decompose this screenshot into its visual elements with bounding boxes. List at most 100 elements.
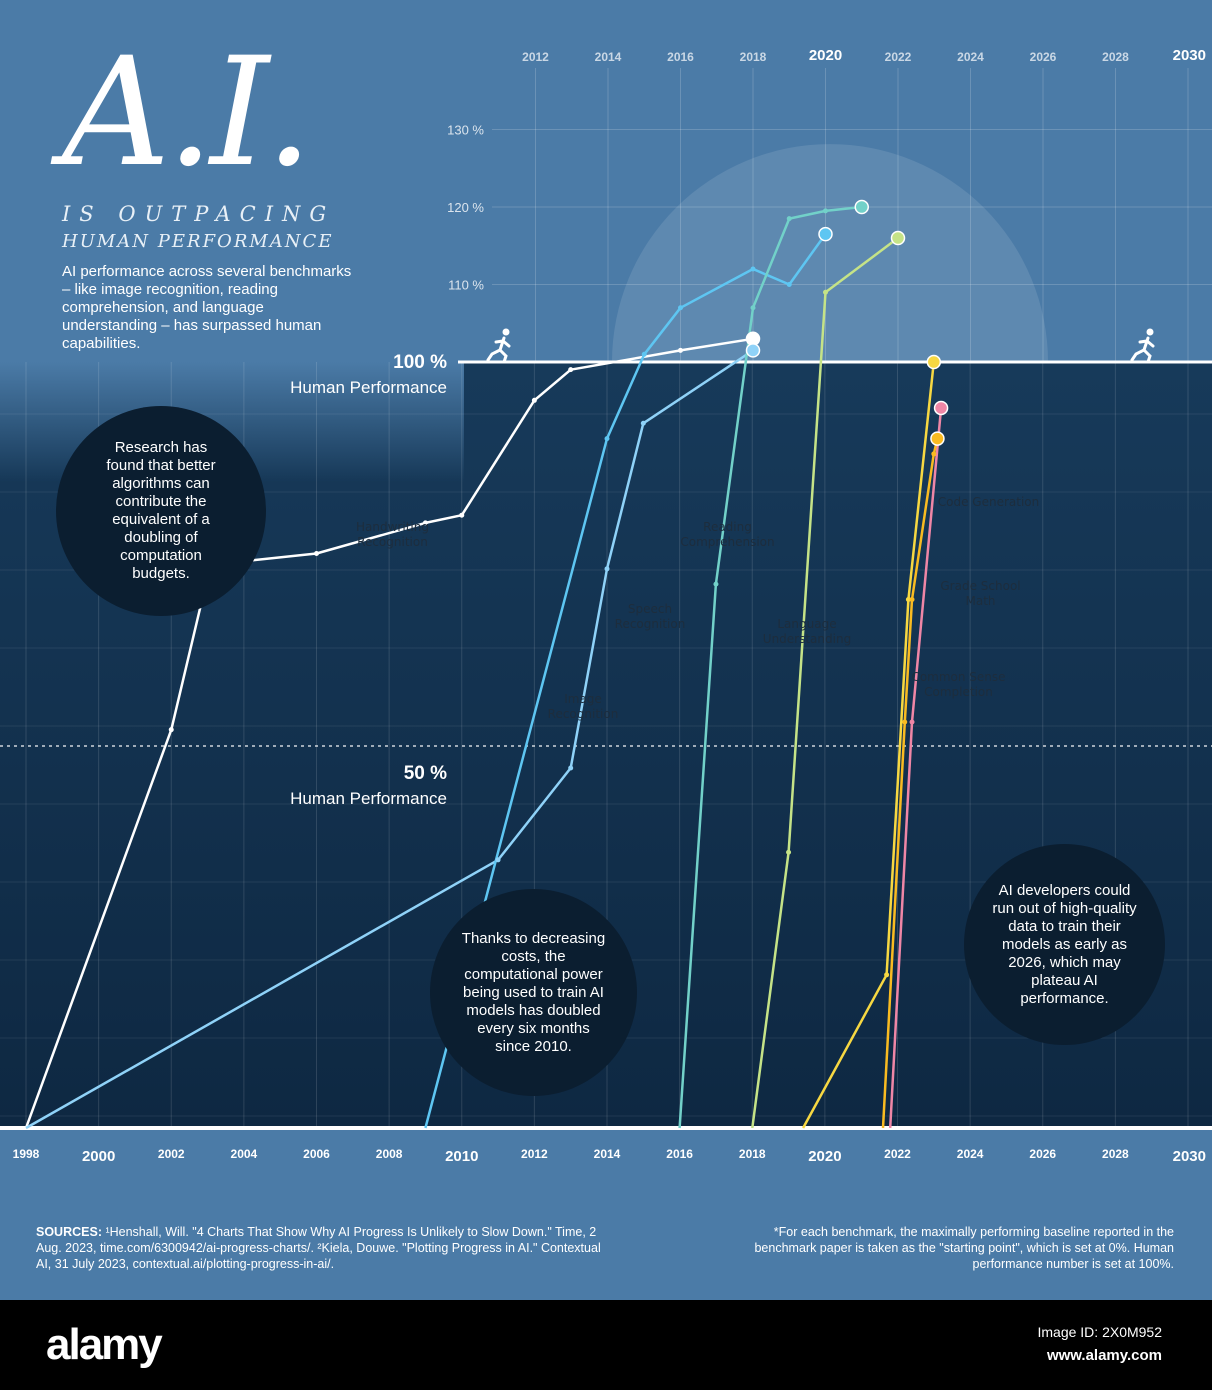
series-point-code-generation bbox=[931, 451, 937, 457]
lower-x-tick-label: 2014 bbox=[594, 1147, 621, 1161]
series-label-reading-comprehension: Reading Comprehension bbox=[680, 519, 775, 549]
callout-compute: Thanks to decreasing costs, the computat… bbox=[430, 889, 637, 1096]
series-line-reading-comprehension bbox=[678, 205, 862, 1129]
callout-data-text: AI developers could run out of high-qual… bbox=[992, 881, 1137, 1007]
upper-x-tick-label: 2012 bbox=[522, 50, 549, 64]
lower-x-tick-label: 2010 bbox=[445, 1148, 478, 1165]
series-point-reading-comprehension bbox=[823, 208, 828, 214]
series-label-handwriting-recognition: Handwriting Recognition bbox=[356, 519, 429, 549]
ai-progress-chart: 110 % 120 % 130 % 2012 2014 2016 2018 2020 2022 2… bbox=[0, 47, 1212, 1165]
series-point-handwriting-recognition bbox=[678, 347, 683, 353]
upper-x-tick-label: 2024 bbox=[957, 50, 984, 64]
series-point-handwriting-recognition bbox=[531, 397, 537, 403]
human-performance-100-label: Human Performance bbox=[290, 378, 447, 397]
series-point-language-understanding bbox=[786, 849, 792, 855]
main-title: A.I. bbox=[62, 26, 313, 200]
lower-x-tick-label: 2024 bbox=[957, 1147, 984, 1161]
background-footer bbox=[0, 1130, 1212, 1300]
callout-algorithms: Research has found that better algorithm… bbox=[56, 406, 266, 616]
runner-right-icon bbox=[1130, 328, 1155, 364]
series-end-marker-common-sense-completion bbox=[926, 354, 942, 370]
subtitle-line-2: HUMAN PERFORMANCE bbox=[62, 231, 334, 252]
series-point-speech-recognition bbox=[678, 305, 683, 311]
subtitle-line-1: IS OUTPACING bbox=[62, 202, 336, 226]
series-end-marker-language-understanding bbox=[890, 230, 906, 246]
background-upper bbox=[0, 0, 1212, 362]
series-point-speech-recognition bbox=[786, 282, 792, 287]
series-point-reading-comprehension bbox=[713, 581, 719, 587]
upper-x-tick-label: 2028 bbox=[1102, 50, 1129, 64]
series-label-code-generation: Code Generation bbox=[937, 494, 1040, 509]
series-point-image-recognition bbox=[495, 857, 501, 863]
series-point-language-understanding bbox=[823, 289, 828, 295]
image-id: Image ID: 2X0M952 bbox=[1037, 1324, 1162, 1340]
upper-x-tick-label: 2016 bbox=[667, 50, 694, 64]
human-performance-100-pct: 100 % bbox=[393, 352, 447, 373]
sources-label: SOURCES: bbox=[36, 1225, 102, 1239]
brand-logo: alamy bbox=[46, 1320, 163, 1369]
y-tick-label: 120 % bbox=[447, 200, 484, 215]
series-label-image-recognition: Image Recognition bbox=[547, 692, 619, 721]
lower-x-tick-label: 2016 bbox=[666, 1147, 693, 1161]
series-end-marker-reading-comprehension bbox=[854, 199, 869, 215]
series-point-reading-comprehension bbox=[786, 216, 792, 222]
series-point-code-generation bbox=[902, 719, 908, 725]
runner-left-icon bbox=[486, 328, 511, 364]
human-performance-50-pct: 50 % bbox=[403, 763, 447, 784]
series-point-handwriting-recognition bbox=[568, 367, 574, 373]
lower-x-tick-label: 2004 bbox=[231, 1147, 258, 1161]
series-point-handwriting-recognition bbox=[422, 520, 428, 526]
sources: SOURCES: ¹Henshall, Will. "4 Charts That… bbox=[36, 1224, 616, 1272]
series-label-common-sense-completion: Common Sense Completion bbox=[911, 670, 1006, 699]
series-point-reading-comprehension bbox=[750, 305, 756, 311]
highlight-halo bbox=[612, 144, 1048, 362]
series-point-speech-recognition bbox=[641, 351, 647, 357]
series-point-handwriting-recognition bbox=[314, 551, 319, 556]
series-point-handwriting-recognition bbox=[168, 727, 174, 733]
series-point-speech-recognition bbox=[604, 436, 610, 442]
runner-legs bbox=[1130, 348, 1152, 364]
series-point-handwriting-recognition bbox=[459, 512, 465, 518]
callout-data: AI developers could run out of high-qual… bbox=[964, 844, 1165, 1045]
series-point-image-recognition bbox=[604, 566, 610, 572]
series-point-grade-school-math bbox=[909, 719, 915, 725]
upper-x-tick-label: 2030 bbox=[1173, 47, 1206, 64]
lower-x-tick-label: 2026 bbox=[1029, 1147, 1056, 1161]
series-end-marker-grade-school-math bbox=[933, 400, 949, 416]
lower-x-tick-label: 2022 bbox=[884, 1147, 911, 1161]
lower-x-tick-label: 2000 bbox=[82, 1148, 115, 1165]
lower-x-tick-label: 2008 bbox=[376, 1147, 403, 1161]
series-point-image-recognition bbox=[640, 420, 646, 426]
lower-x-tick-label: 2028 bbox=[1102, 1147, 1129, 1161]
callout-algorithms-text: Research has found that better algorithm… bbox=[106, 439, 216, 582]
y-tick-label: 130 % bbox=[447, 123, 484, 138]
series-line-language-understanding bbox=[751, 236, 899, 1129]
series-point-image-recognition bbox=[568, 765, 574, 771]
series-end-marker-speech-recognition bbox=[818, 226, 833, 242]
series-label-grade-school-math: Grade School Math bbox=[940, 579, 1021, 608]
upper-x-tick-label: 2018 bbox=[740, 50, 767, 64]
callout-compute-text: Thanks to decreasing costs, the computat… bbox=[461, 929, 606, 1055]
series-label-language-understanding: Language Understanding bbox=[762, 616, 852, 646]
series-line-image-recognition bbox=[25, 349, 754, 1130]
lower-x-tick-label: 2020 bbox=[808, 1148, 841, 1165]
intro-text: AI performance across several benchmarks… bbox=[62, 263, 352, 352]
stock-banner: alamy Image ID: 2X0M952 www.alamy.com bbox=[0, 1300, 1212, 1390]
lower-x-tick-label: 2006 bbox=[303, 1147, 330, 1161]
lower-x-tick-label: 2002 bbox=[158, 1147, 185, 1161]
footnote: *For each benchmark, the maximally perfo… bbox=[754, 1225, 1174, 1271]
series-point-common-sense-completion bbox=[884, 972, 890, 978]
sources-text: ¹Henshall, Will. "4 Charts That Show Why… bbox=[36, 1225, 601, 1271]
upper-x-tick-label: 2014 bbox=[595, 50, 622, 64]
lower-x-tick-label: 2012 bbox=[521, 1147, 548, 1161]
y-tick-label: 110 % bbox=[448, 278, 484, 293]
lower-x-tick-label: 1998 bbox=[13, 1147, 40, 1161]
upper-x-tick-label: 2020 bbox=[809, 47, 842, 64]
series-point-code-generation bbox=[909, 596, 915, 602]
site-url: www.alamy.com bbox=[1046, 1347, 1162, 1364]
upper-x-tick-label: 2026 bbox=[1030, 50, 1057, 64]
series-point-common-sense-completion bbox=[905, 596, 911, 602]
runner-head bbox=[502, 328, 510, 336]
series-line-common-sense-completion bbox=[802, 361, 936, 1129]
series-end-marker-code-generation bbox=[930, 431, 945, 446]
